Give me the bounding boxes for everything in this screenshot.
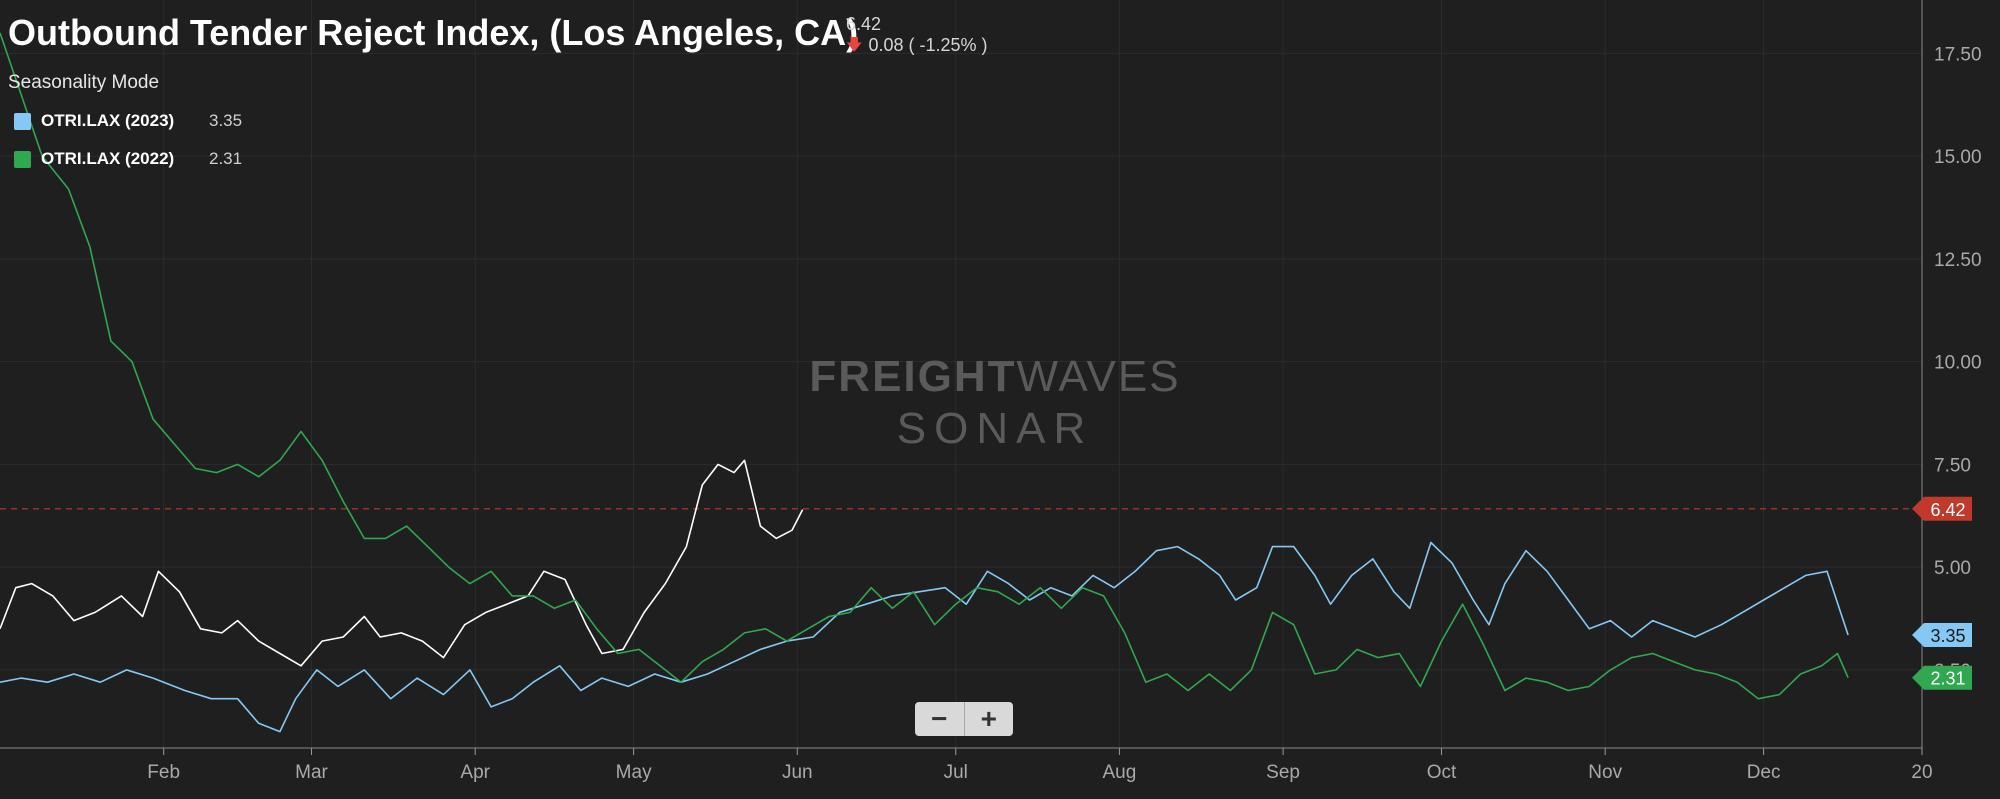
current-value-box: 6.42 🡇 0.08 ( -1.25% ) <box>846 14 988 56</box>
y-tick-label: 17.50 <box>1934 44 1982 65</box>
x-tick-label: Feb <box>147 762 180 783</box>
change-row: 🡇 0.08 ( -1.25% ) <box>846 35 988 56</box>
end-value-tag-1: 2.31 <box>1912 665 1972 690</box>
reference-value-tag: 6.42 <box>1912 496 1972 521</box>
down-arrow-icon: 🡇 <box>846 37 863 54</box>
series-line-1 <box>0 541 1849 733</box>
legend-value: 3.35 <box>209 111 243 130</box>
x-tick-label: Nov <box>1588 762 1622 783</box>
zoom-out-button[interactable]: − <box>931 703 948 734</box>
end-value-tag-0-shape <box>1912 622 1972 647</box>
x-tick-label: 20 <box>1911 762 1932 783</box>
end-value-tag-0-text: 3.35 <box>1930 626 1965 646</box>
legend-name: OTRI.LAX (2023) <box>41 111 175 130</box>
y-tick-label: 15.00 <box>1934 147 1982 168</box>
reference-value-tag-shape <box>1912 496 1972 521</box>
legend-swatch <box>14 150 31 168</box>
x-tick-label: Apr <box>460 762 490 783</box>
x-tick-label: Jun <box>782 762 813 783</box>
end-value-tag-0: 3.35 <box>1912 622 1972 647</box>
y-tick-label: 10.00 <box>1934 353 1982 374</box>
series-line-2 <box>0 32 1849 700</box>
change-value: 0.08 ( -1.25% ) <box>868 35 988 55</box>
y-tick-label: 12.50 <box>1934 250 1982 271</box>
legend-swatch <box>14 112 31 130</box>
x-tick-label: Jul <box>944 762 968 783</box>
chart-title: Outbound Tender Reject Index, (Los Angel… <box>8 12 859 53</box>
zoom-control: − + <box>915 702 1013 736</box>
y-tick-label: 7.50 <box>1934 455 1971 476</box>
legend-item-2023[interactable]: OTRI.LAX (2023) 3.35 <box>14 102 242 140</box>
legend-name: OTRI.LAX (2022) <box>41 149 175 168</box>
x-tick-label: May <box>616 762 652 783</box>
series-lines <box>0 32 1922 733</box>
end-value-tag-1-text: 2.31 <box>1930 669 1965 689</box>
zoom-in-button[interactable]: + <box>963 702 1014 736</box>
end-value-tag-1-shape <box>1912 665 1972 690</box>
value-tags: 6.42 3.35 2.31 <box>1912 496 1972 690</box>
x-tick-label: Dec <box>1747 762 1781 783</box>
series-line-0 <box>0 459 804 667</box>
x-tick-label: Oct <box>1427 762 1457 783</box>
x-tick-label: Aug <box>1103 762 1137 783</box>
x-tick-label: Sep <box>1266 762 1300 783</box>
legend-item-2022[interactable]: OTRI.LAX (2022) 2.31 <box>14 140 242 178</box>
current-value: 6.42 <box>846 14 882 34</box>
x-tick-label: Mar <box>295 762 328 783</box>
legend-value: 2.31 <box>209 149 243 168</box>
reference-value-tag-text: 6.42 <box>1930 500 1965 520</box>
seasonality-mode-label: Seasonality Mode <box>8 72 160 93</box>
legend: OTRI.LAX (2023) 3.35 OTRI.LAX (2022) 2.3… <box>14 102 242 178</box>
header: Outbound Tender Reject Index, (Los Angel… <box>8 12 858 54</box>
y-tick-label: 5.00 <box>1934 558 1971 579</box>
